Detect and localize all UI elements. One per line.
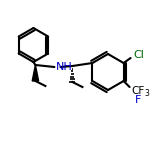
Text: 3: 3: [145, 88, 149, 97]
Text: F: F: [135, 95, 141, 105]
Text: Cl: Cl: [134, 50, 144, 60]
Text: NH: NH: [55, 62, 72, 72]
Text: CF: CF: [132, 86, 145, 96]
Polygon shape: [32, 65, 39, 81]
